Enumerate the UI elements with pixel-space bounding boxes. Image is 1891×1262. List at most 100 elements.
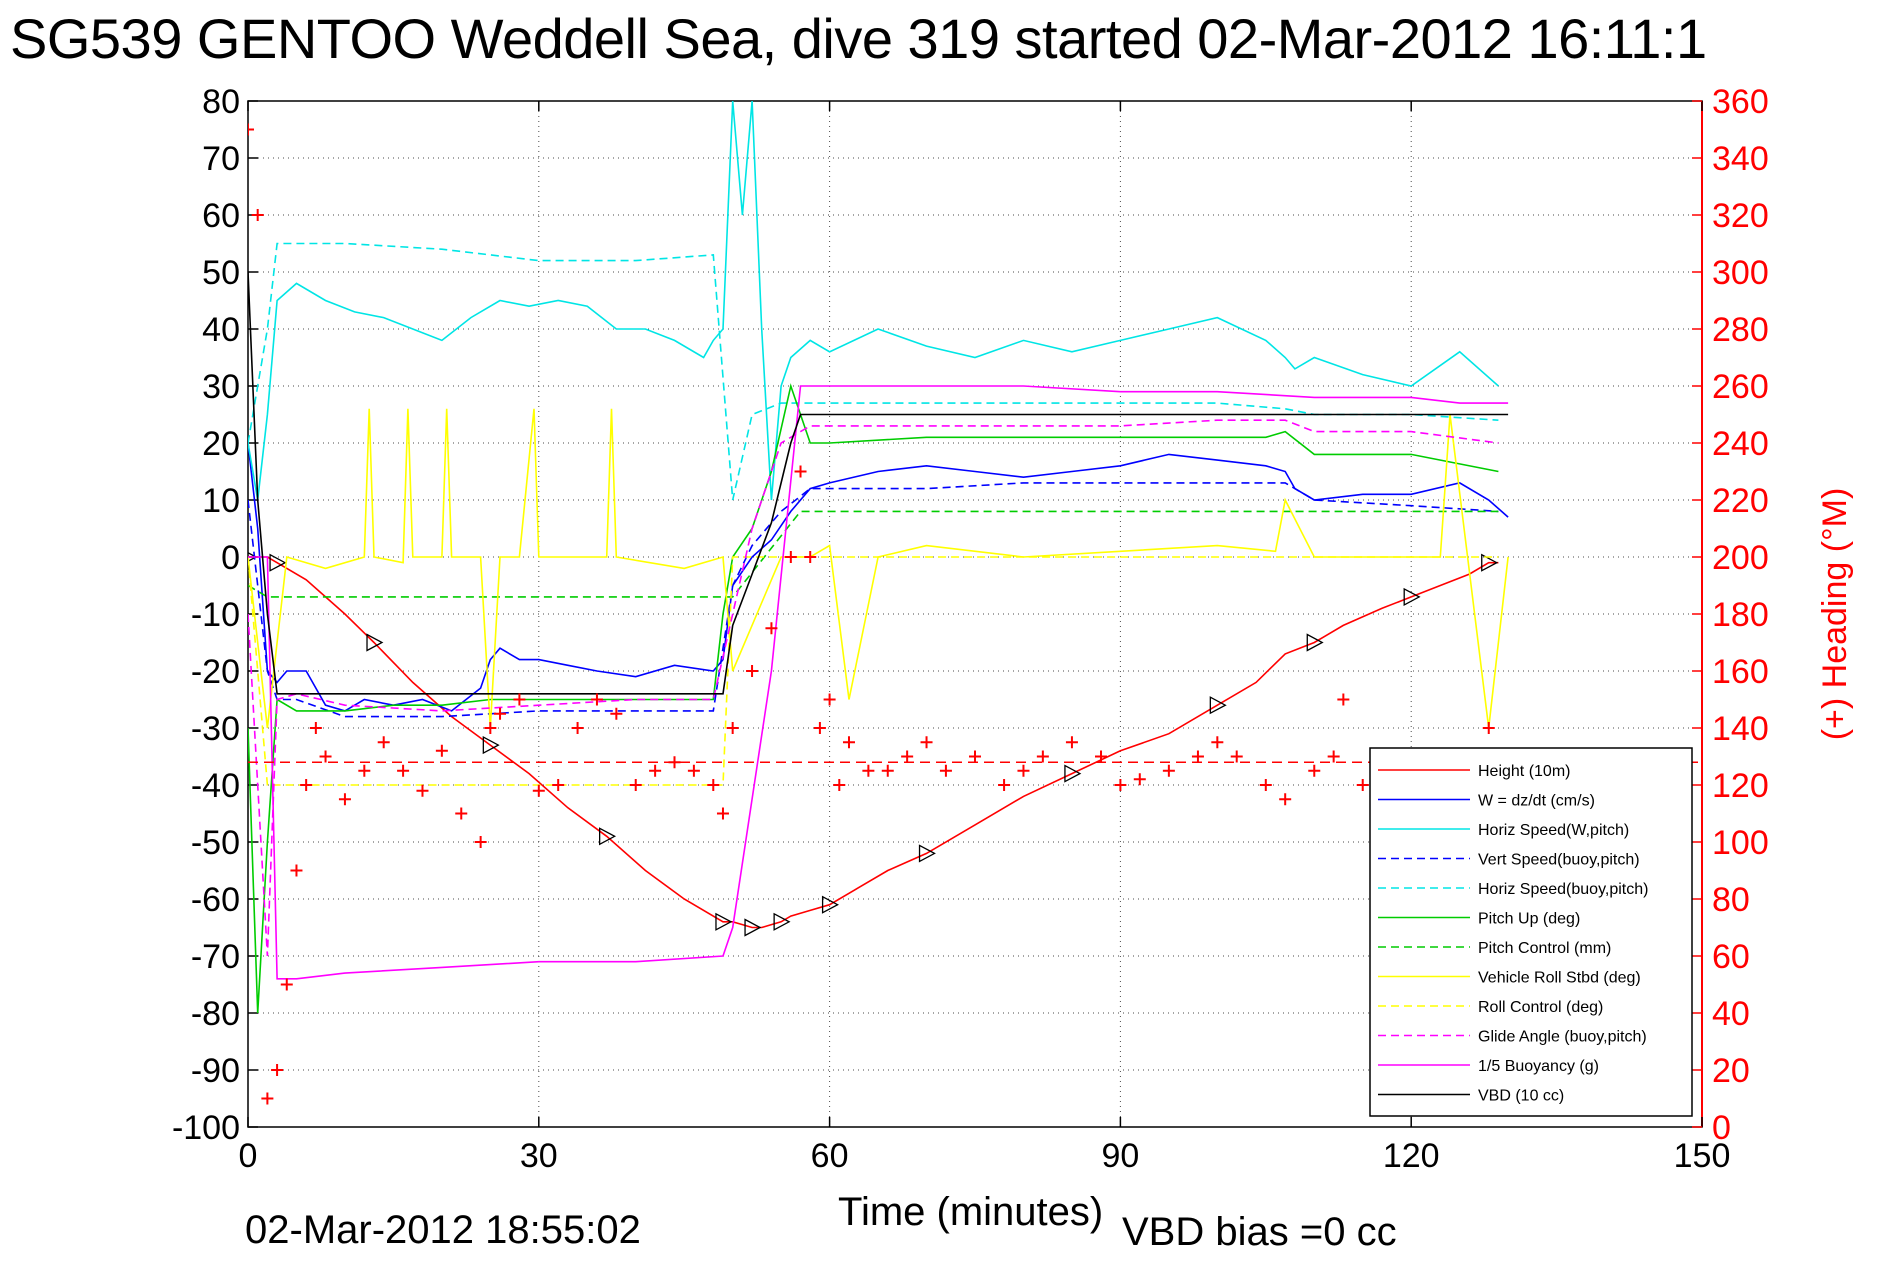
- series-vert-speed-buoy-pitch-: [248, 482, 1499, 718]
- vbd-bias-label: VBD bias =0 cc: [1122, 1210, 1397, 1254]
- legend: Height (10m) W = dz/dt (cm/s) Horiz Speed(…: [1369, 747, 1693, 1117]
- heading-point: [1482, 722, 1495, 734]
- y2-tick-label: 180: [1712, 596, 1769, 634]
- y2-tick-label: 360: [1712, 83, 1769, 121]
- heading-point: [804, 551, 817, 563]
- y-tick-label: 40: [202, 311, 240, 349]
- series-horiz-speed-buoy-pitch-: [248, 242, 1499, 501]
- y-tick-label: -40: [191, 767, 240, 805]
- series-line: [248, 408, 1509, 729]
- heading-point: [784, 551, 797, 563]
- heading-point: [833, 779, 846, 791]
- heading-point: [649, 764, 662, 777]
- y2-tick-label: 240: [1712, 425, 1769, 463]
- heading-point: [571, 722, 584, 734]
- heading-point: [290, 864, 303, 877]
- series-pitch-up-deg-: [248, 383, 1499, 1014]
- legend-box: [1369, 747, 1693, 1117]
- series-line: [248, 242, 1499, 501]
- y-tick-label: -80: [191, 995, 240, 1033]
- legend-label: Height (10m): [1478, 763, 1570, 780]
- height-marker: [1209, 696, 1227, 715]
- heading-point: [707, 779, 720, 791]
- heading-point: [765, 622, 778, 635]
- heading-point: [494, 707, 507, 720]
- heading-point: [1095, 750, 1108, 763]
- y-tick-label: -70: [191, 938, 240, 976]
- legend-label: Pitch Control (mm): [1478, 940, 1611, 957]
- legend-label: Glide Angle (buoy,pitch): [1478, 1029, 1647, 1046]
- heading-point: [513, 693, 526, 706]
- y2-tick-label: 300: [1712, 254, 1769, 292]
- heading-point: [455, 807, 468, 820]
- heading-point: [1065, 736, 1078, 749]
- heading-point: [813, 722, 826, 734]
- height-marker: [1306, 633, 1324, 652]
- heading-point: [280, 978, 293, 991]
- y-tick-label: -30: [191, 710, 240, 748]
- heading-point: [309, 722, 322, 734]
- heading-point: [271, 1064, 284, 1076]
- chart-title: SG539 GENTOO Weddell Sea, dive 319 start…: [10, 7, 1707, 70]
- y-tick-label: 70: [202, 140, 240, 178]
- y-tick-label: 20: [202, 425, 240, 463]
- heading-point: [1191, 750, 1204, 763]
- series-line: [248, 101, 1499, 501]
- heading-point: [377, 736, 390, 749]
- height-marker: [482, 736, 500, 755]
- legend-label: Horiz Speed(W,pitch): [1478, 822, 1629, 839]
- heading-point: [1162, 764, 1175, 777]
- heading-point: [610, 707, 623, 720]
- heading-point: [794, 465, 807, 478]
- y2-tick-label: 340: [1712, 140, 1769, 178]
- heading-point: [532, 784, 545, 797]
- heading-point: [1211, 736, 1224, 749]
- legend-label: Horiz Speed(buoy,pitch): [1478, 881, 1648, 898]
- heading-point: [969, 750, 981, 763]
- heading-point: [823, 693, 836, 706]
- y2-tick-label: 120: [1712, 767, 1769, 805]
- legend-label: Vert Speed(buoy,pitch): [1478, 852, 1640, 869]
- heading-point: [629, 779, 642, 791]
- heading-point: [397, 764, 410, 777]
- x-tick-label: 90: [1101, 1137, 1139, 1175]
- heading-point: [1036, 750, 1049, 763]
- heading-point: [1327, 750, 1340, 763]
- heading-point: [319, 750, 332, 763]
- series-line: [248, 510, 1499, 598]
- heading-point: [251, 209, 264, 221]
- heading-point: [1337, 693, 1350, 706]
- legend-label: VBD (10 cc): [1478, 1088, 1564, 1105]
- x-tick-label: 0: [239, 1137, 258, 1175]
- height-marker: [1064, 764, 1082, 783]
- heading-point: [300, 779, 313, 791]
- series-pitch-control-mm-: [248, 510, 1499, 598]
- x-tick-label: 30: [520, 1137, 558, 1175]
- y-tick-label: 30: [202, 368, 240, 406]
- heading-point: [1259, 779, 1272, 791]
- y-tick-label: -60: [191, 881, 240, 919]
- y2-tick-label: 140: [1712, 710, 1769, 748]
- y-tick-label: -50: [191, 824, 240, 862]
- height-marker: [918, 844, 936, 863]
- heading-point: [881, 764, 894, 777]
- y2-tick-label: 220: [1712, 482, 1769, 520]
- y2-tick-label: 160: [1712, 653, 1769, 691]
- series-glide-angle-buoy-pitch-: [248, 419, 1499, 957]
- heading-point: [1308, 764, 1321, 777]
- series-horiz-speed-w-pitch-: [248, 101, 1499, 501]
- y-tick-label: 0: [221, 539, 240, 577]
- legend-label: Vehicle Roll Stbd (deg): [1478, 970, 1641, 987]
- series-line: [248, 271, 1509, 695]
- height-marker: [1481, 553, 1499, 572]
- heading-point: [998, 779, 1011, 791]
- heading-point: [1114, 779, 1127, 791]
- y2-tick-label: 40: [1712, 995, 1750, 1033]
- height-marker: [1403, 587, 1421, 606]
- y2-tick-label: 280: [1712, 311, 1769, 349]
- plot-date-stamp: 02-Mar-2012 18:55:02: [245, 1208, 641, 1252]
- heading-point: [920, 736, 933, 749]
- series-vbd-10-cc-: [248, 271, 1509, 695]
- series-line: [248, 419, 1499, 957]
